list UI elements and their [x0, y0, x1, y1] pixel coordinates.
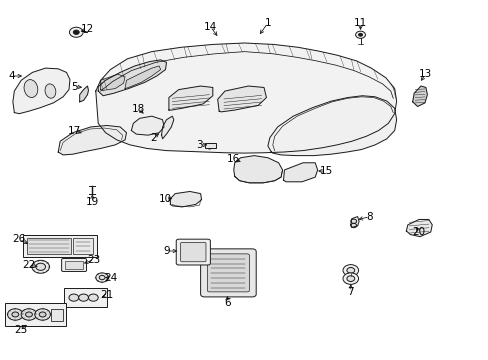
- Polygon shape: [98, 60, 166, 96]
- Text: 6: 6: [224, 298, 230, 308]
- Text: 17: 17: [68, 126, 81, 135]
- Text: 8: 8: [366, 212, 372, 221]
- Circle shape: [342, 273, 358, 284]
- Polygon shape: [80, 86, 88, 102]
- Polygon shape: [267, 96, 396, 156]
- FancyBboxPatch shape: [64, 288, 107, 307]
- Circle shape: [32, 260, 49, 273]
- Circle shape: [12, 312, 19, 317]
- Text: 16: 16: [227, 154, 240, 164]
- FancyBboxPatch shape: [27, 238, 71, 254]
- Circle shape: [79, 294, 88, 301]
- Polygon shape: [168, 86, 212, 110]
- Text: 2: 2: [150, 133, 156, 143]
- Polygon shape: [406, 220, 431, 237]
- FancyBboxPatch shape: [51, 309, 63, 321]
- Polygon shape: [13, 68, 70, 114]
- Circle shape: [358, 33, 362, 36]
- Polygon shape: [283, 163, 317, 182]
- Text: 9: 9: [163, 246, 169, 256]
- Circle shape: [99, 275, 105, 280]
- Text: 13: 13: [418, 69, 431, 79]
- Text: 20: 20: [412, 227, 425, 237]
- Polygon shape: [412, 86, 427, 107]
- FancyBboxPatch shape: [23, 234, 97, 257]
- Text: 3: 3: [196, 140, 203, 150]
- Polygon shape: [125, 66, 160, 89]
- Text: 10: 10: [159, 194, 172, 204]
- Text: 23: 23: [87, 255, 101, 265]
- Circle shape: [350, 219, 356, 224]
- Circle shape: [342, 265, 358, 276]
- Polygon shape: [350, 217, 358, 227]
- Polygon shape: [58, 126, 126, 155]
- Circle shape: [88, 294, 98, 301]
- Polygon shape: [233, 156, 282, 183]
- FancyBboxPatch shape: [205, 143, 216, 148]
- FancyBboxPatch shape: [176, 239, 210, 265]
- FancyBboxPatch shape: [61, 258, 86, 271]
- FancyBboxPatch shape: [4, 303, 66, 326]
- Text: 5: 5: [71, 82, 78, 92]
- Text: 7: 7: [347, 287, 353, 297]
- Text: 14: 14: [203, 22, 217, 32]
- Text: 1: 1: [264, 18, 271, 28]
- Text: 15: 15: [319, 166, 332, 176]
- Circle shape: [69, 294, 79, 301]
- Circle shape: [73, 30, 79, 35]
- Circle shape: [346, 267, 354, 273]
- FancyBboxPatch shape: [200, 249, 256, 297]
- Text: 18: 18: [131, 104, 144, 114]
- Circle shape: [21, 309, 37, 320]
- Text: 21: 21: [100, 291, 113, 301]
- Circle shape: [69, 27, 83, 37]
- Text: 24: 24: [103, 273, 117, 283]
- Polygon shape: [101, 74, 125, 90]
- Text: 22: 22: [22, 260, 36, 270]
- Circle shape: [25, 312, 32, 317]
- Text: 4: 4: [8, 71, 15, 81]
- Polygon shape: [170, 192, 201, 207]
- Circle shape: [39, 312, 46, 317]
- Circle shape: [36, 263, 45, 270]
- Polygon shape: [131, 116, 163, 135]
- Circle shape: [346, 276, 354, 282]
- Ellipse shape: [45, 84, 56, 98]
- FancyBboxPatch shape: [65, 261, 83, 269]
- Circle shape: [7, 309, 23, 320]
- Polygon shape: [96, 43, 396, 153]
- Text: 26: 26: [13, 234, 26, 244]
- Circle shape: [350, 224, 356, 228]
- Polygon shape: [217, 86, 266, 112]
- Ellipse shape: [24, 80, 38, 98]
- Text: 25: 25: [15, 325, 28, 335]
- FancyBboxPatch shape: [73, 238, 93, 254]
- Circle shape: [35, 309, 50, 320]
- Text: 11: 11: [353, 18, 366, 28]
- Circle shape: [355, 31, 365, 39]
- FancyBboxPatch shape: [180, 242, 205, 262]
- Polygon shape: [161, 116, 173, 139]
- Circle shape: [96, 273, 108, 282]
- Text: 12: 12: [81, 24, 94, 35]
- Text: 19: 19: [85, 197, 99, 207]
- FancyBboxPatch shape: [207, 254, 249, 292]
